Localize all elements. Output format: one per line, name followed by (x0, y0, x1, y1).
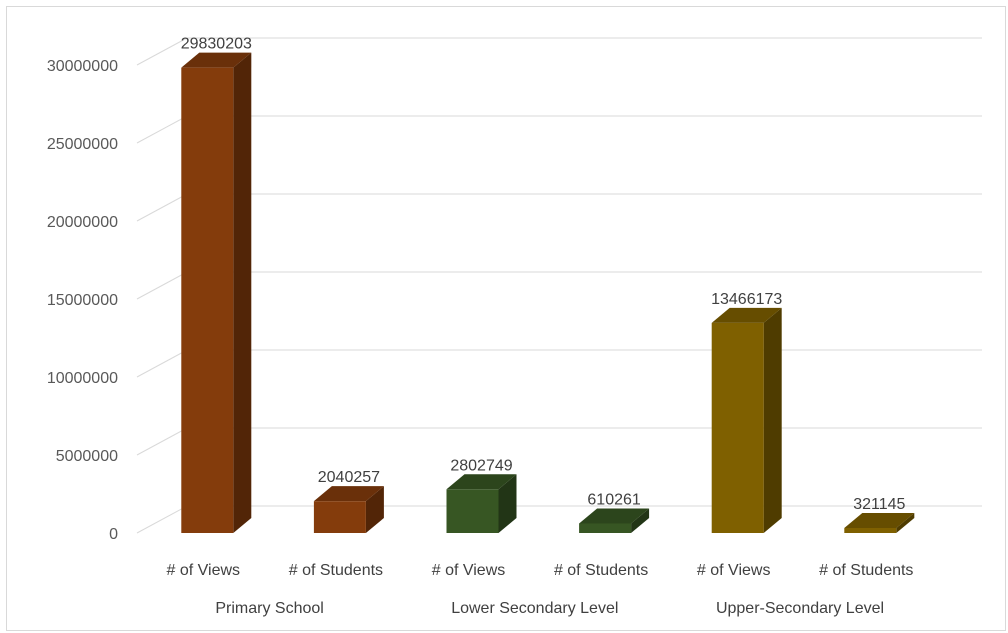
x-category-label: # of Students (819, 562, 913, 579)
x-category-label: # of Views (697, 562, 771, 579)
bar (446, 474, 517, 533)
x-group-label: Primary School (215, 600, 323, 617)
bar-front (181, 67, 234, 533)
bar-front (579, 523, 632, 533)
x-category-label: # of Views (167, 562, 241, 579)
y-tick-label: 30000000 (47, 58, 118, 75)
x-group-label: Upper-Secondary Level (716, 600, 884, 617)
labels: 0 5000000 10000000 15000000 20000000 25000000… (47, 36, 914, 617)
gridline-diagonal (136, 37, 188, 66)
bar-top (181, 52, 252, 68)
bar-side (763, 307, 782, 533)
x-category-label: # of Students (289, 562, 383, 579)
bar-top (579, 508, 650, 524)
y-tick-label: 15000000 (47, 292, 118, 309)
bar-side (233, 52, 252, 533)
bar-side (365, 486, 384, 533)
bar (844, 512, 915, 533)
y-tick-label: 5000000 (56, 448, 118, 465)
bar-top (313, 486, 384, 502)
x-group-label: Lower Secondary Level (451, 600, 618, 617)
gridline-diagonal (136, 193, 188, 222)
bar-top (844, 512, 915, 528)
bar-side (631, 508, 650, 533)
gridline-diagonal (136, 271, 188, 300)
y-tick-label: 0 (109, 526, 118, 543)
bar-side (498, 474, 517, 533)
bar (313, 486, 384, 533)
x-category-label: # of Students (554, 562, 648, 579)
y-tick-label: 20000000 (47, 214, 118, 231)
gridline-diagonal (136, 505, 188, 534)
bar-top (711, 307, 782, 323)
data-label: 2802749 (450, 457, 512, 474)
data-label: 610261 (587, 491, 640, 508)
bar-front (844, 527, 897, 533)
gridline-diagonal (136, 115, 188, 144)
data-label: 13466173 (711, 291, 782, 308)
bar-front (313, 501, 366, 533)
gridline-diagonal (136, 349, 188, 378)
data-label: 2040257 (318, 469, 380, 486)
bar-side (896, 512, 915, 533)
gridlines (136, 37, 982, 534)
bar (181, 52, 252, 533)
gridline-diagonal (136, 427, 188, 456)
y-tick-label: 25000000 (47, 136, 118, 153)
bar (711, 307, 782, 533)
x-category-label: # of Views (432, 562, 506, 579)
chart-frame (6, 6, 1006, 631)
bar (579, 508, 650, 533)
bar-front (446, 489, 499, 533)
data-label: 321145 (853, 496, 905, 513)
bar-front (711, 322, 764, 533)
bar-top (446, 474, 517, 490)
bars (181, 52, 915, 533)
data-label: 29830203 (181, 36, 252, 53)
y-tick-label: 10000000 (47, 370, 118, 387)
